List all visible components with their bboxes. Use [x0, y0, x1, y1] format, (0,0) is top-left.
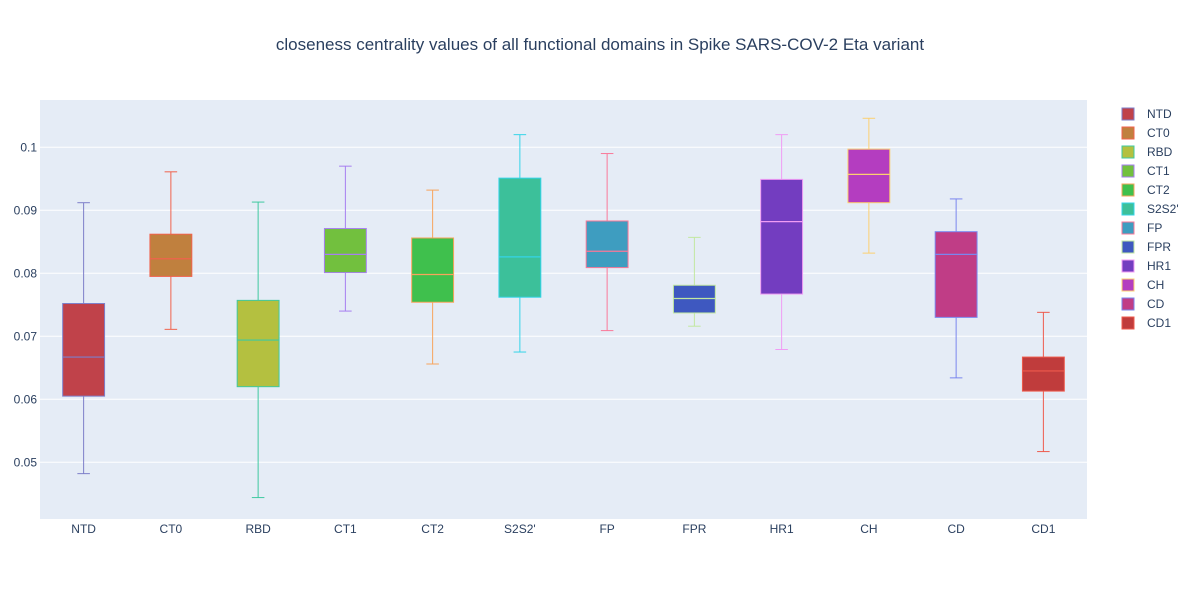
legend-label: CT2: [1147, 183, 1170, 197]
legend-item[interactable]: NTD: [1121, 107, 1172, 121]
legend-label: CT0: [1147, 126, 1170, 140]
y-axis-ticks: 0.05 0.06 0.07 0.08 0.09 0.1: [14, 140, 38, 469]
legend-item[interactable]: CD: [1121, 297, 1165, 311]
box-body: [411, 237, 455, 303]
legend-swatch: [1121, 126, 1135, 140]
legend-swatch: [1121, 240, 1135, 254]
box-body: [149, 233, 193, 277]
box-fpr[interactable]: [672, 236, 716, 327]
box-ch[interactable]: [847, 117, 891, 254]
box-body: [760, 178, 804, 295]
box-ct0[interactable]: [149, 171, 193, 330]
box-body: [323, 228, 367, 274]
y-tick-label: 0.07: [14, 329, 38, 343]
legend-swatch: [1121, 183, 1135, 197]
box-rbd[interactable]: [236, 201, 280, 499]
boxes: [62, 117, 1065, 499]
legend-swatch: [1121, 297, 1135, 311]
legend-label: CD1: [1147, 316, 1171, 330]
legend-item[interactable]: CT1: [1121, 164, 1170, 178]
x-tick-label: CH: [860, 522, 877, 536]
legend-swatch: [1121, 259, 1135, 273]
y-tick-label: 0.05: [14, 455, 38, 469]
legend-swatch: [1121, 145, 1135, 159]
x-tick-label: HR1: [770, 522, 794, 536]
legend-swatch: [1121, 107, 1135, 121]
box-ntd[interactable]: [62, 202, 106, 475]
y-tick-label: 0.09: [14, 203, 38, 217]
y-tick-label: 0.06: [14, 392, 38, 406]
box-s2s2[interactable]: [498, 134, 542, 353]
x-tick-label: CD: [947, 522, 965, 536]
legend-item[interactable]: CD1: [1121, 316, 1171, 330]
legend-item[interactable]: RBD: [1121, 145, 1173, 159]
legend-label: HR1: [1147, 259, 1171, 273]
plot-area: [40, 100, 1087, 519]
box-cd1[interactable]: [1021, 311, 1065, 453]
box-cd[interactable]: [934, 198, 978, 379]
legend-label: RBD: [1147, 145, 1173, 159]
box-fp[interactable]: [585, 153, 629, 332]
legend-item[interactable]: FP: [1121, 221, 1162, 235]
box-ct1[interactable]: [323, 165, 367, 312]
x-tick-label: CT2: [421, 522, 444, 536]
box-body: [585, 220, 629, 269]
box-body: [934, 231, 978, 318]
x-tick-label: FPR: [682, 522, 706, 536]
y-tick-label: 0.1: [20, 140, 37, 154]
legend-label: FPR: [1147, 240, 1171, 254]
legend-swatch: [1121, 221, 1135, 235]
legend-swatch: [1121, 202, 1135, 216]
legend-item[interactable]: CH: [1121, 278, 1164, 292]
legend-label: S2S2': [1147, 202, 1179, 216]
legend-swatch: [1121, 278, 1135, 292]
box-body: [62, 303, 106, 397]
box-body: [1021, 356, 1065, 392]
x-tick-label: S2S2': [504, 522, 536, 536]
legend-item[interactable]: HR1: [1121, 259, 1171, 273]
legend-item[interactable]: CT2: [1121, 183, 1170, 197]
y-tick-label: 0.08: [14, 266, 38, 280]
legend-swatch: [1121, 316, 1135, 330]
legend[interactable]: NTD CT0 RBD CT1 CT2 S2S2' FP FPR HR1 CH CD CD1: [1121, 107, 1179, 330]
box-ct2[interactable]: [411, 189, 455, 365]
x-axis-ticks: NTD CT0 RBD CT1 CT2 S2S2' FP FPR HR1 CH CD CD1: [71, 522, 1055, 536]
x-tick-label: NTD: [71, 522, 96, 536]
box-body: [498, 177, 542, 298]
legend-item[interactable]: CT0: [1121, 126, 1170, 140]
x-tick-label: FP: [599, 522, 614, 536]
grid-lines: [40, 146, 1087, 463]
legend-label: NTD: [1147, 107, 1172, 121]
x-tick-label: CT1: [334, 522, 357, 536]
chart-title: closeness centrality values of all funct…: [276, 35, 924, 54]
box-body: [236, 299, 280, 388]
legend-label: CT1: [1147, 164, 1170, 178]
x-tick-label: CD1: [1031, 522, 1055, 536]
legend-item[interactable]: FPR: [1121, 240, 1171, 254]
legend-swatch: [1121, 164, 1135, 178]
box-hr1[interactable]: [760, 134, 804, 351]
x-tick-label: CT0: [160, 522, 183, 536]
legend-label: FP: [1147, 221, 1162, 235]
legend-item[interactable]: S2S2': [1121, 202, 1179, 216]
x-tick-label: RBD: [245, 522, 271, 536]
box-body: [847, 148, 891, 204]
legend-label: CH: [1147, 278, 1164, 292]
box-body: [672, 284, 716, 314]
legend-label: CD: [1147, 297, 1165, 311]
